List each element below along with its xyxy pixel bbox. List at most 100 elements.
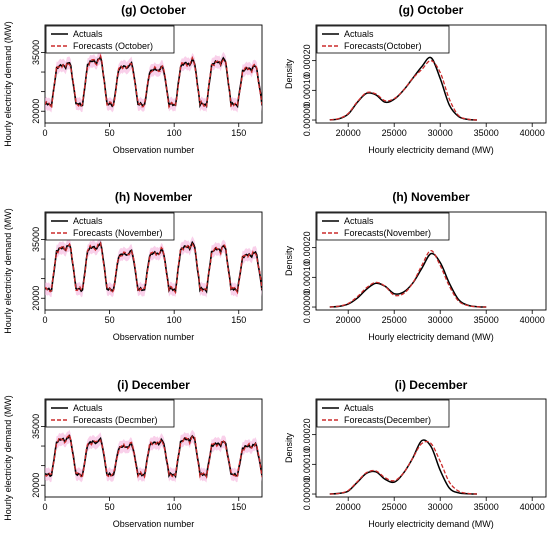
- legend-box: [316, 212, 450, 241]
- legend-label-actuals: Actuals: [73, 29, 103, 39]
- chart-title: (i) December: [117, 378, 190, 392]
- y-tick-label: 20000: [31, 286, 41, 311]
- plot-frame: [44, 24, 263, 124]
- x-tick-label: 100: [167, 128, 182, 138]
- data-layer: [329, 56, 478, 121]
- legend-box: [316, 25, 450, 54]
- y-axis-label: Hourly electricity demand (MW): [3, 395, 13, 521]
- x-tick-label: 50: [105, 502, 115, 512]
- x-axis-label: Hourly electricity demand (MW): [368, 145, 494, 155]
- x-tick-label: 0: [42, 502, 47, 512]
- data-layer: [45, 51, 262, 113]
- legend-label-forecast: Forecasts(November): [344, 228, 431, 238]
- y-tick-label: 0.00010: [302, 261, 312, 294]
- chart-panel-2: (g) October 20000 25000 30000 35000 40000 0.00…: [284, 3, 547, 155]
- y-tick-label: 0.00010: [302, 74, 312, 107]
- x-tick-label: 20000: [336, 315, 361, 325]
- chart-title: (h) November: [392, 190, 470, 204]
- data-layer: [45, 429, 262, 483]
- x-tick-label: 20000: [336, 502, 361, 512]
- series-actuals-density: [329, 439, 478, 495]
- x-tick-label: 0: [42, 315, 47, 325]
- x-tick-label: 150: [231, 128, 246, 138]
- x-tick-label: 100: [167, 315, 182, 325]
- legend: Actuals Forecasts(November): [316, 212, 450, 241]
- y-axis-label: Density: [284, 432, 294, 463]
- plot-frame: [315, 398, 547, 498]
- legend-label-forecast: Forecasts(December): [344, 415, 431, 425]
- legend-label-actuals: Actuals: [73, 403, 103, 413]
- series-actuals-line: [45, 240, 262, 294]
- x-tick-label: 30000: [428, 128, 453, 138]
- x-tick-label: 30000: [428, 315, 453, 325]
- y-axis-label: Density: [284, 245, 294, 276]
- chart-panel-4: (h) November 20000 25000 30000 35000 40000 0.0…: [284, 190, 547, 342]
- chart-title: (g) October: [399, 3, 464, 17]
- x-tick-label: 0: [42, 128, 47, 138]
- series-actuals-density: [329, 252, 487, 308]
- x-axis-label: Observation number: [113, 519, 195, 529]
- y-tick-label: 0.00010: [302, 448, 312, 481]
- x-tick-label: 35000: [474, 315, 499, 325]
- legend-label-forecast: Forecasts(October): [344, 41, 422, 51]
- y-axis-label: Hourly electricity demand (MW): [3, 208, 13, 334]
- x-tick-label: 25000: [382, 502, 407, 512]
- x-tick-label: 25000: [382, 128, 407, 138]
- x-tick-label: 35000: [474, 128, 499, 138]
- chart-title: (g) October: [121, 3, 186, 17]
- y-tick-label: 35000: [31, 414, 41, 439]
- x-tick-label: 150: [231, 315, 246, 325]
- chart-panel-3: (h) November 0 50 100 150 20000 35000 Observati…: [3, 190, 263, 342]
- series-forecast-line: [45, 241, 262, 295]
- series-forecast-density: [329, 59, 478, 121]
- y-tick-label: 0.00020: [302, 44, 312, 77]
- chart-title: (i) December: [395, 378, 468, 392]
- plot-frame: [44, 398, 263, 498]
- x-tick-label: 100: [167, 502, 182, 512]
- series-forecast-line: [45, 53, 262, 110]
- x-tick-label: 50: [105, 315, 115, 325]
- y-tick-label: 0.00020: [302, 231, 312, 264]
- series-forecast-density: [329, 440, 478, 495]
- x-tick-label: 50: [105, 128, 115, 138]
- x-tick-label: 35000: [474, 502, 499, 512]
- legend: Actuals Forecasts (November): [45, 212, 175, 241]
- y-tick-label: 35000: [31, 227, 41, 252]
- x-tick-label: 25000: [382, 315, 407, 325]
- y-tick-label: 0.00000: [302, 104, 312, 137]
- chart-title: (h) November: [115, 190, 193, 204]
- legend-label-actuals: Actuals: [73, 216, 103, 226]
- plot-frame: [315, 24, 547, 124]
- x-tick-label: 150: [231, 502, 246, 512]
- y-tick-label: 0.00020: [302, 418, 312, 451]
- legend: Actuals Forecasts (Decmber): [45, 399, 175, 428]
- legend-label-forecast: Forecasts (October): [73, 41, 153, 51]
- x-axis-label: Hourly electricity demand (MW): [368, 519, 494, 529]
- x-tick-label: 20000: [336, 128, 361, 138]
- y-axis-label: Hourly electricity demand (MW): [3, 21, 13, 147]
- legend-box: [45, 25, 175, 54]
- x-tick-label: 40000: [520, 502, 545, 512]
- data-layer: [329, 249, 487, 308]
- x-tick-label: 30000: [428, 502, 453, 512]
- legend: Actuals Forecasts (October): [45, 25, 175, 54]
- y-axis-label: Density: [284, 58, 294, 89]
- y-tick-label: 0.00000: [302, 291, 312, 324]
- legend-box: [316, 399, 450, 428]
- legend: Actuals Forecasts(October): [316, 25, 450, 54]
- legend: Actuals Forecasts(December): [316, 399, 450, 428]
- legend-label-forecast: Forecasts (November): [73, 228, 163, 238]
- chart-panel-1: (g) October 0 50 100 150 20000 35000 Observatio…: [3, 3, 263, 155]
- legend-label-actuals: Actuals: [344, 403, 374, 413]
- data-layer: [45, 236, 262, 298]
- x-axis-label: Observation number: [113, 332, 195, 342]
- chart-panel-6: (i) December 20000 25000 30000 35000 40000 0.0…: [284, 378, 547, 529]
- plot-frame: [44, 211, 263, 311]
- chart-panel-5: (i) December 0 50 100 150 20000 35000 Observati…: [3, 378, 263, 529]
- y-tick-label: 0.00000: [302, 478, 312, 511]
- data-layer: [329, 439, 478, 495]
- legend-label-actuals: Actuals: [344, 216, 374, 226]
- series-forecast-density: [329, 249, 487, 308]
- legend-label-actuals: Actuals: [344, 29, 374, 39]
